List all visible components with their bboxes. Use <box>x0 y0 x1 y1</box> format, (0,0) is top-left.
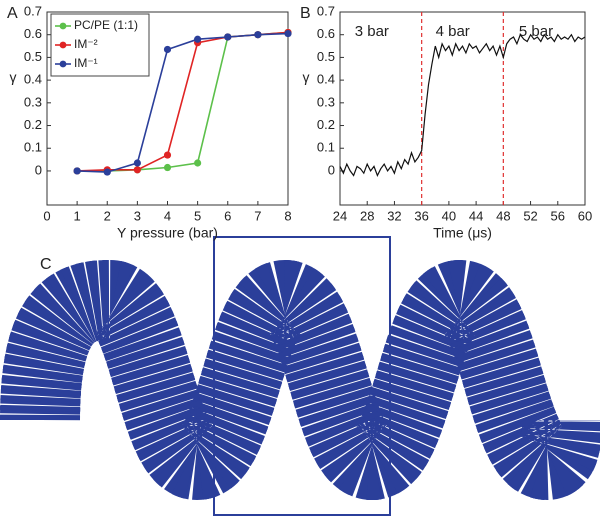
legend-marker <box>59 60 67 68</box>
marker <box>194 159 202 167</box>
x-tick-label: 4 <box>164 208 171 223</box>
y-tick-label: 0.5 <box>24 49 42 64</box>
y-tick-label: 0.2 <box>24 117 42 132</box>
x-tick-label: 60 <box>578 208 592 223</box>
y-tick-label: 0.4 <box>24 72 42 87</box>
legend-marker <box>59 41 67 49</box>
panel-label: B <box>300 5 311 22</box>
marker <box>163 151 172 159</box>
marker <box>103 168 111 176</box>
x-tick-label: 36 <box>414 208 428 223</box>
x-axis-label: Time (μs) <box>433 225 492 241</box>
y-tick-label: 0.6 <box>317 26 335 41</box>
x-tick-label: 52 <box>523 208 537 223</box>
y-tick-label: 0.3 <box>24 94 42 109</box>
x-tick-label: 44 <box>469 208 483 223</box>
marker <box>224 33 232 41</box>
legend-label: IM⁻² <box>74 37 98 51</box>
marker <box>73 167 81 175</box>
y-axis-label: γ <box>10 69 17 85</box>
panel-label: A <box>7 5 18 22</box>
y-tick-label: 0.7 <box>317 3 335 18</box>
x-tick-label: 7 <box>254 208 261 223</box>
legend-label: IM⁻¹ <box>74 56 98 70</box>
y-tick-label: 0.3 <box>317 94 335 109</box>
x-tick-label: 1 <box>74 208 81 223</box>
y-tick-label: 0.4 <box>317 72 335 87</box>
x-tick-label: 28 <box>360 208 374 223</box>
marker <box>163 45 172 54</box>
legend-label: PC/PE (1:1) <box>74 18 138 32</box>
membrane-panel: C <box>40 236 600 516</box>
x-tick-label: 3 <box>134 208 141 223</box>
highlight-box <box>213 236 391 516</box>
x-tick-label: 8 <box>284 208 291 223</box>
x-tick-label: 40 <box>442 208 456 223</box>
y-tick-label: 0.1 <box>24 140 42 155</box>
marker <box>133 166 141 174</box>
x-axis-label: Y pressure (bar) <box>117 225 218 241</box>
marker <box>133 159 141 167</box>
y-axis-label: γ <box>303 69 310 85</box>
x-tick-label: 32 <box>387 208 401 223</box>
x-tick-label: 56 <box>551 208 565 223</box>
marker <box>284 29 292 38</box>
marker <box>254 31 262 39</box>
x-tick-label: 48 <box>496 208 510 223</box>
marker <box>163 163 172 172</box>
x-tick-label: 5 <box>194 208 201 223</box>
x-tick-label: 2 <box>104 208 111 223</box>
panel-label: C <box>40 256 52 273</box>
x-tick-label: 6 <box>224 208 231 223</box>
y-tick-label: 0.6 <box>24 26 42 41</box>
y-tick-label: 0.1 <box>317 140 335 155</box>
y-tick-label: 0 <box>35 162 42 177</box>
annotation: 4 bar <box>436 23 470 40</box>
y-tick-label: 0.7 <box>24 3 42 18</box>
legend-marker <box>59 22 67 30</box>
series-line <box>77 32 289 173</box>
annotation: 3 bar <box>355 23 389 40</box>
x-tick-label: 0 <box>43 208 50 223</box>
series-line <box>339 33 586 178</box>
y-tick-label: 0.5 <box>317 49 335 64</box>
membrane <box>40 259 600 501</box>
marker <box>194 35 202 43</box>
y-tick-label: 0.2 <box>317 117 335 132</box>
x-tick-label: 24 <box>333 208 347 223</box>
plot-frame <box>339 11 586 206</box>
y-tick-label: 0 <box>328 162 335 177</box>
